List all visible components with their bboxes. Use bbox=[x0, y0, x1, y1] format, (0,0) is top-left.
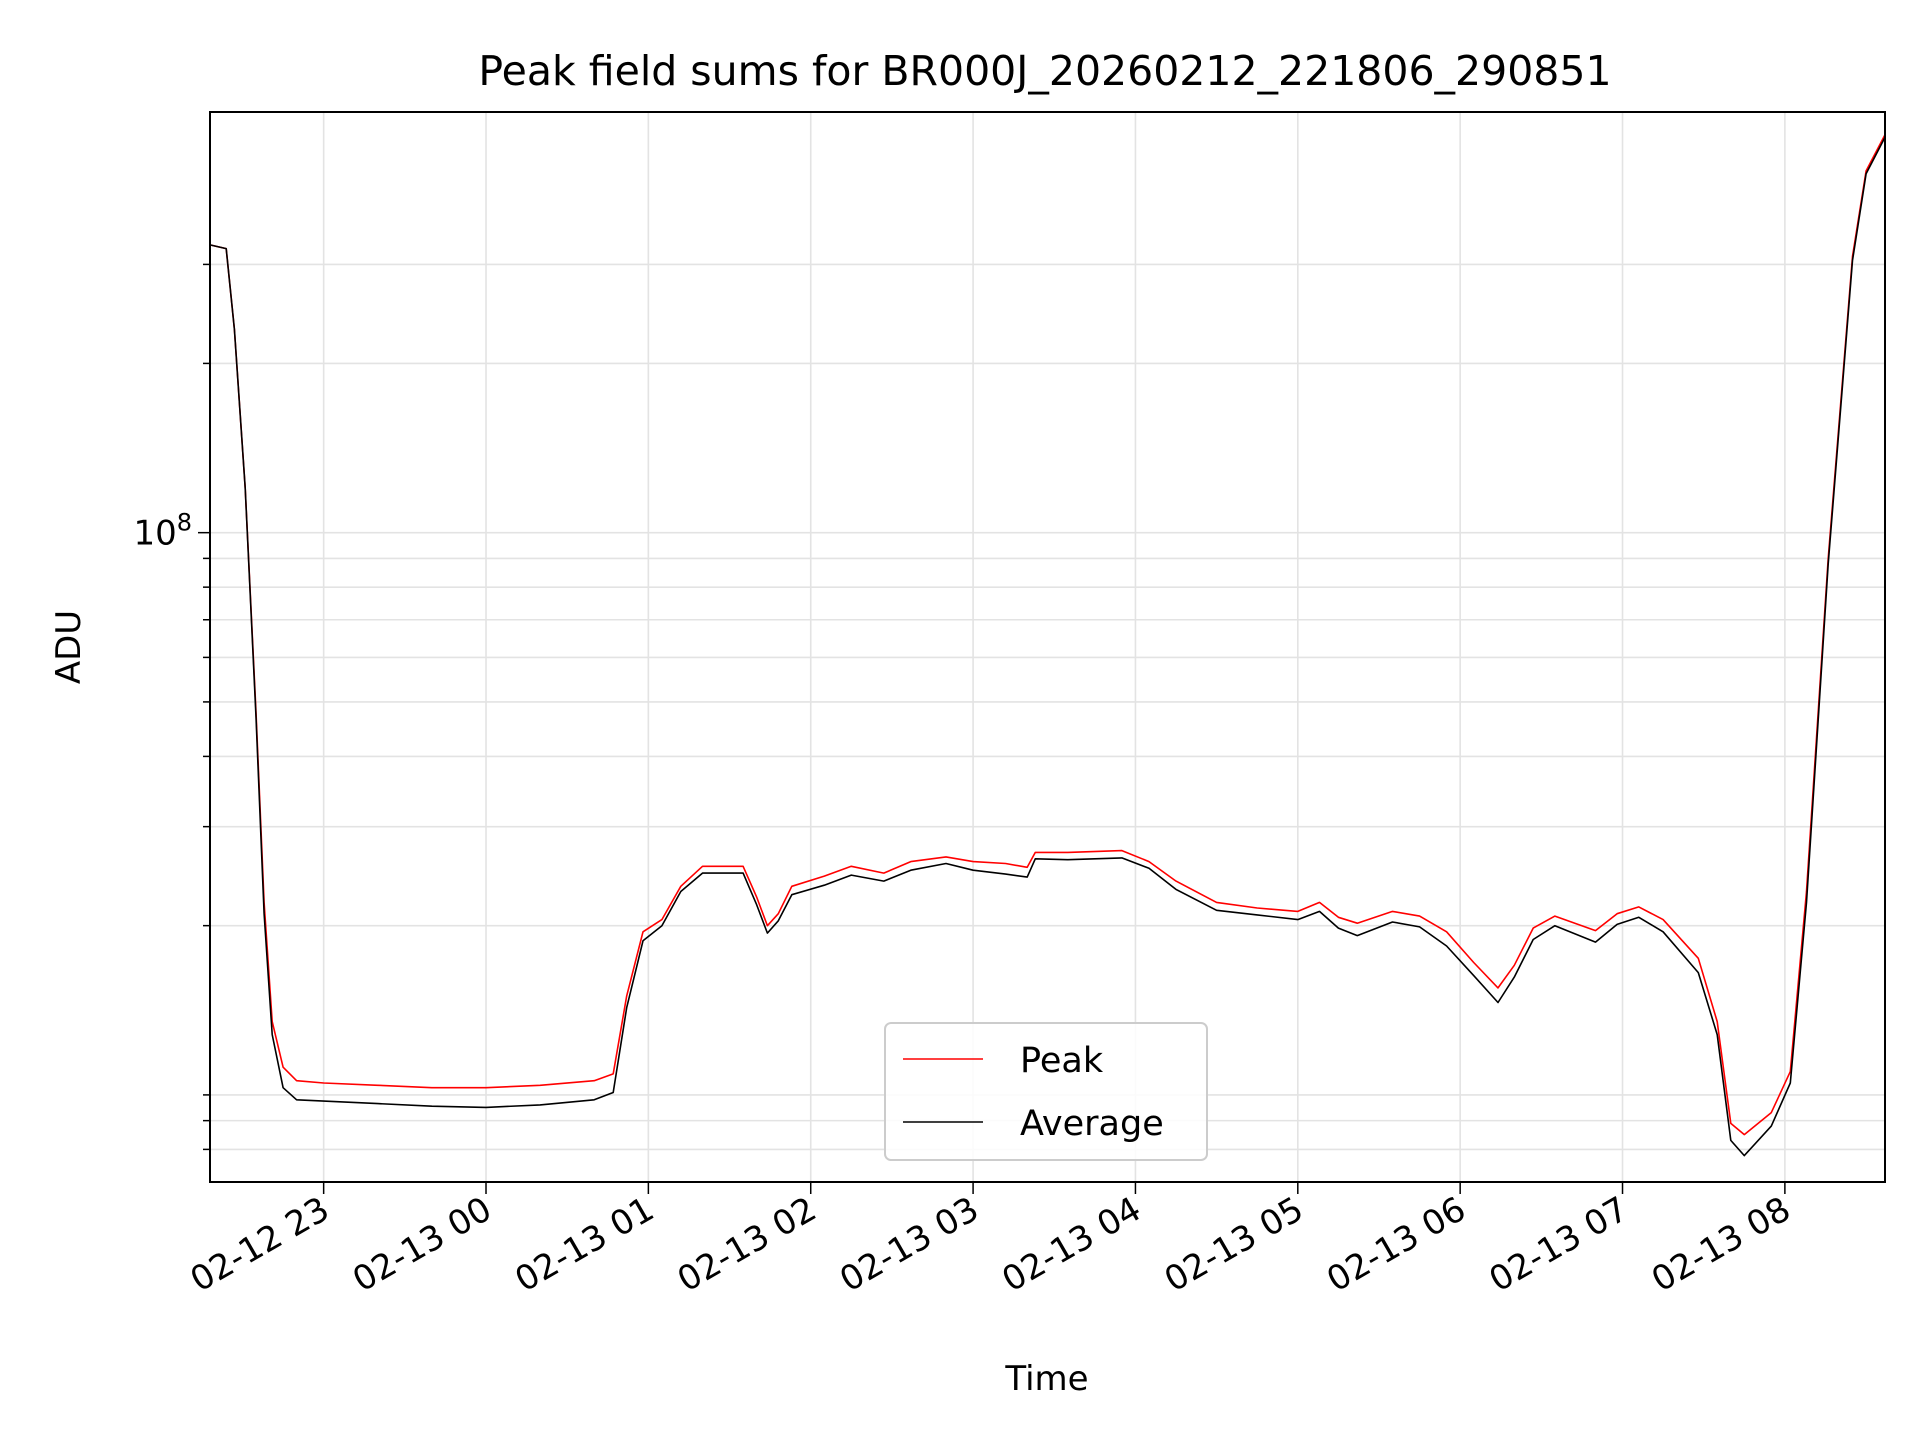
series-line-average bbox=[209, 136, 1886, 1157]
chart-title: Peak field sums for BR000J_20260212_2218… bbox=[478, 47, 1611, 95]
legend: Peak Average bbox=[884, 1022, 1208, 1161]
series-line-peak bbox=[209, 134, 1886, 1136]
y-tick-label: 108 bbox=[133, 509, 192, 554]
legend-average-label: Average bbox=[1020, 1104, 1164, 1144]
plot-area bbox=[209, 134, 1886, 1157]
legend-peak-label: Peak bbox=[1020, 1041, 1104, 1081]
y-axis-label: ADU bbox=[49, 610, 89, 684]
plot-frame bbox=[209, 111, 1886, 1183]
x-axis-label: Time bbox=[1004, 1359, 1088, 1399]
y-axis: 108 bbox=[133, 263, 210, 1151]
legend-box bbox=[884, 1022, 1208, 1161]
grid bbox=[210, 112, 1885, 1182]
